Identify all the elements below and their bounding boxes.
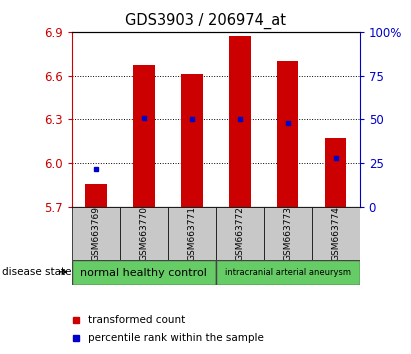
Text: GDS3903 / 206974_at: GDS3903 / 206974_at bbox=[125, 12, 286, 29]
Bar bbox=[133, 65, 155, 207]
Bar bbox=[120, 207, 168, 260]
Bar bbox=[181, 74, 203, 207]
Bar bbox=[85, 184, 107, 207]
Bar bbox=[325, 138, 346, 207]
Text: intracranial arterial aneurysm: intracranial arterial aneurysm bbox=[225, 268, 351, 277]
Text: transformed count: transformed count bbox=[88, 315, 186, 325]
Text: percentile rank within the sample: percentile rank within the sample bbox=[88, 333, 264, 343]
Text: normal healthy control: normal healthy control bbox=[81, 268, 207, 278]
Text: disease state: disease state bbox=[2, 267, 72, 277]
Text: GSM663770: GSM663770 bbox=[139, 206, 148, 261]
Bar bbox=[216, 207, 264, 260]
Text: GSM663771: GSM663771 bbox=[187, 206, 196, 261]
Bar bbox=[312, 207, 360, 260]
Bar bbox=[72, 260, 216, 285]
Text: GSM663772: GSM663772 bbox=[235, 206, 244, 261]
Bar bbox=[72, 207, 120, 260]
Text: GSM663774: GSM663774 bbox=[331, 206, 340, 261]
Bar bbox=[277, 61, 298, 207]
Bar bbox=[216, 260, 360, 285]
Bar bbox=[168, 207, 216, 260]
Bar bbox=[229, 35, 251, 207]
Bar bbox=[264, 207, 312, 260]
Text: GSM663769: GSM663769 bbox=[91, 206, 100, 261]
Text: GSM663773: GSM663773 bbox=[283, 206, 292, 261]
